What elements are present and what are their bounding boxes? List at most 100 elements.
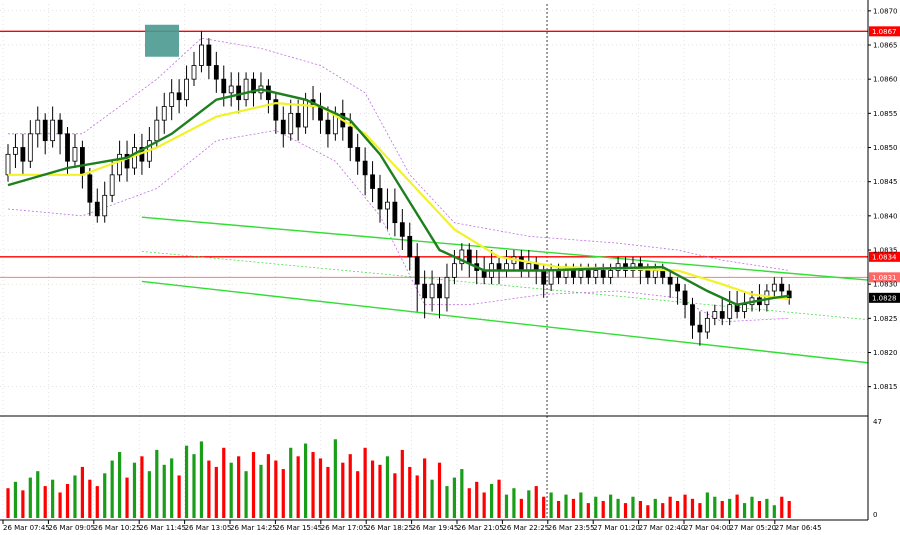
volume-bar	[370, 460, 375, 518]
volume-bar	[549, 492, 553, 518]
candle-body	[712, 311, 718, 319]
volume-bar	[601, 500, 605, 518]
volume-bar	[311, 452, 315, 518]
channel-upper-line	[141, 216, 869, 281]
time-tick-label: 27 Mar 02:40	[639, 524, 686, 532]
volume-bar	[430, 479, 434, 518]
volume-bar	[296, 456, 300, 518]
candle-body	[578, 270, 584, 278]
volume-bar	[772, 505, 776, 518]
volume-bar	[251, 452, 256, 518]
candle-body	[556, 270, 561, 278]
volume-bar	[348, 454, 352, 518]
volume-bar	[616, 498, 620, 518]
price-tick-label: 1.0870	[873, 7, 898, 15]
candle-body	[199, 44, 204, 66]
candle-body	[355, 147, 361, 162]
candle-body	[392, 201, 398, 224]
price-tick-label: 1.0840	[873, 212, 898, 220]
volume-bar	[118, 452, 122, 518]
volume-bar	[378, 464, 382, 518]
volume-bar	[318, 458, 323, 518]
horizontal-levels: 1.0867 1.0834 1.0831 1.0828	[0, 26, 900, 303]
price-tick-label: 1.0850	[873, 144, 898, 152]
candle-body	[65, 133, 70, 162]
volume-bar	[720, 500, 724, 518]
candle-body	[652, 270, 658, 278]
volume-bar	[222, 447, 226, 518]
candle-body	[541, 270, 547, 285]
volume-bar	[155, 449, 159, 518]
candle-body	[87, 174, 93, 203]
candle-body	[102, 194, 108, 217]
candle-body	[288, 112, 294, 135]
time-tick-label: 26 Mar 19:45	[412, 524, 459, 532]
time-tick-label: 27 Mar 06:45	[775, 524, 822, 532]
volume-bar	[690, 498, 695, 518]
volume-bar	[184, 445, 189, 518]
volume-histogram	[6, 439, 791, 518]
candle-body	[704, 317, 710, 333]
time-tick-label: 26 Mar 15:45	[275, 524, 322, 532]
volume-bar	[140, 456, 144, 518]
volume-bar	[266, 454, 270, 518]
candle-body	[176, 92, 182, 101]
volume-bar	[780, 496, 784, 518]
current-price-tag	[869, 292, 900, 303]
volume-bar	[95, 486, 99, 518]
envelope-bands	[7, 37, 790, 323]
candle-body	[5, 153, 11, 176]
candle-body	[727, 304, 733, 319]
volume-bar	[467, 488, 471, 518]
candle-body	[414, 256, 420, 285]
volume-bar	[259, 464, 263, 518]
volume-bar	[683, 494, 687, 518]
candle-body	[377, 188, 383, 210]
volume-bar	[661, 503, 665, 518]
candle-body	[124, 153, 130, 169]
volume-bar	[735, 494, 739, 518]
volume-bar	[43, 486, 47, 518]
candle-body	[593, 270, 599, 278]
candle-body	[243, 78, 249, 101]
volume-bar	[631, 496, 635, 518]
volume-bar	[579, 492, 583, 518]
candle-body	[451, 263, 457, 278]
volume-bar	[512, 488, 516, 518]
candle-body	[303, 99, 309, 128]
trend-channel	[141, 216, 869, 364]
candle-body	[429, 283, 435, 299]
volume-bar	[460, 469, 464, 518]
time-tick-label: 27 Mar 05:20	[729, 524, 776, 532]
volume-bar	[586, 503, 590, 518]
time-tick-label: 26 Mar 07:45	[3, 524, 50, 532]
candle-body	[779, 283, 785, 292]
candle-body	[20, 147, 26, 162]
level-price-label: 1.0834	[872, 253, 897, 261]
time-tick-label: 26 Mar 18:25	[366, 524, 413, 532]
candle-body	[608, 270, 614, 278]
volume-bar	[623, 503, 628, 518]
candle-body	[221, 78, 227, 94]
volume-bar	[13, 481, 18, 518]
candle-body	[169, 92, 175, 107]
volume-bar	[341, 462, 345, 518]
candle-body	[667, 276, 673, 285]
price-tick-label: 1.0865	[873, 42, 898, 50]
time-tick-label: 26 Mar 17:05	[321, 524, 368, 532]
candle-body	[690, 304, 695, 326]
volume-bar	[556, 500, 561, 518]
volume-bar	[281, 469, 285, 518]
level-price-tag	[869, 26, 900, 37]
candle-body	[407, 235, 413, 258]
ma-fast-line	[7, 88, 790, 306]
volume-bar	[192, 454, 196, 518]
volume-bar	[289, 447, 293, 518]
candle-body	[645, 270, 651, 278]
level-price-label: 1.0831	[872, 274, 897, 282]
volume-bar	[110, 460, 114, 518]
volume-bar	[646, 505, 650, 518]
